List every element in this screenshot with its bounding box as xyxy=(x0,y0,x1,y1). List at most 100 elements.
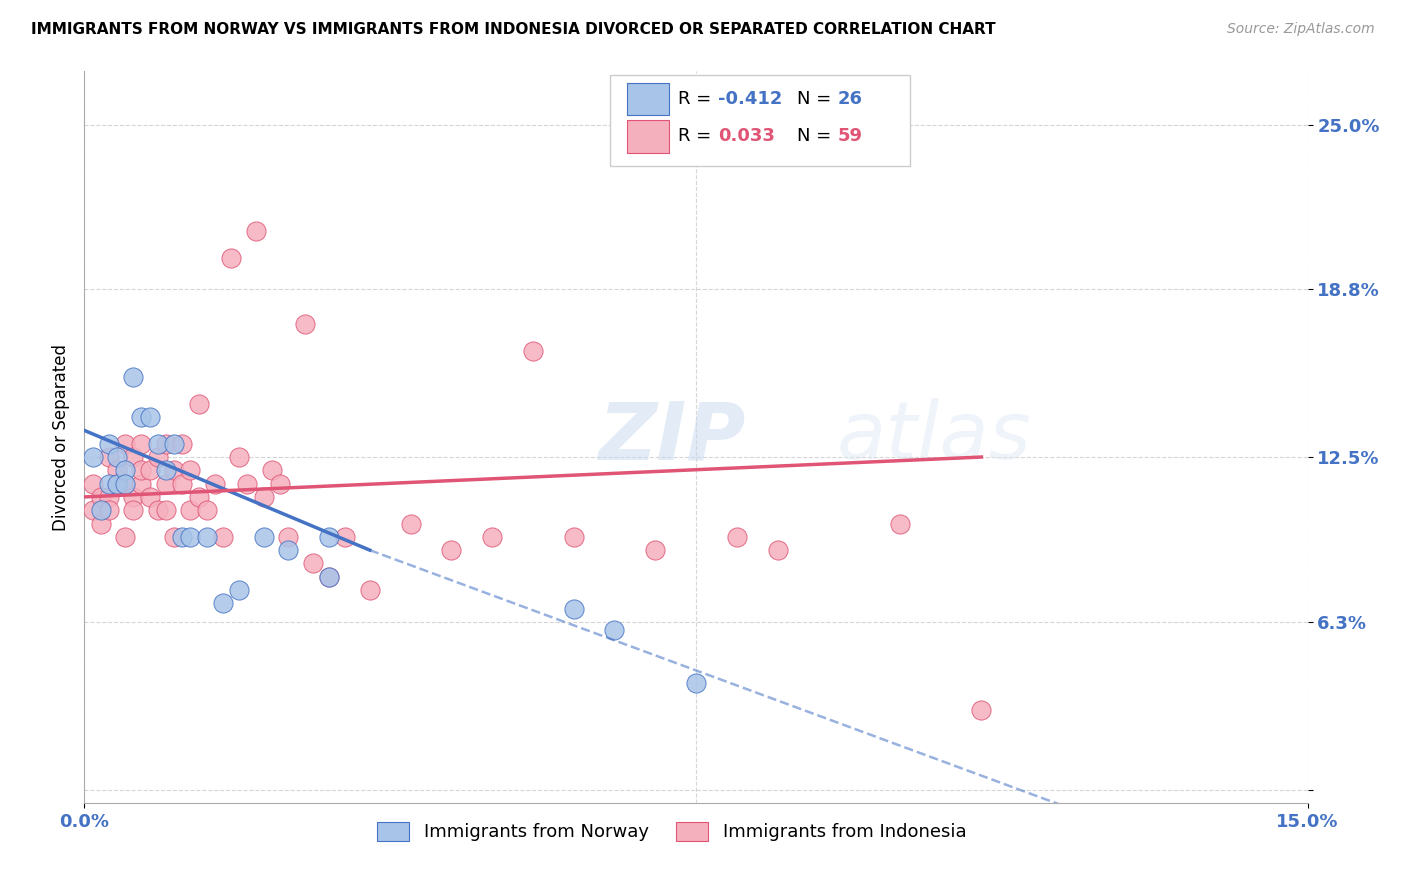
Point xyxy=(277,543,299,558)
Text: Source: ZipAtlas.com: Source: ZipAtlas.com xyxy=(1227,22,1375,37)
Point xyxy=(131,476,153,491)
Point xyxy=(245,224,267,238)
Point xyxy=(399,516,422,531)
Point xyxy=(90,503,112,517)
Point xyxy=(970,703,993,717)
Point xyxy=(562,530,585,544)
Point xyxy=(155,436,177,450)
Point xyxy=(90,490,112,504)
Text: IMMIGRANTS FROM NORWAY VS IMMIGRANTS FROM INDONESIA DIVORCED OR SEPARATED CORREL: IMMIGRANTS FROM NORWAY VS IMMIGRANTS FRO… xyxy=(31,22,995,37)
Point xyxy=(105,476,128,491)
Point xyxy=(138,410,160,425)
Point xyxy=(228,450,250,464)
Text: atlas: atlas xyxy=(837,398,1032,476)
Y-axis label: Divorced or Separated: Divorced or Separated xyxy=(52,343,70,531)
Point xyxy=(301,557,323,571)
Point xyxy=(122,490,145,504)
Point xyxy=(138,490,160,504)
Point xyxy=(195,530,218,544)
Point xyxy=(260,463,283,477)
Point xyxy=(90,516,112,531)
Point xyxy=(97,450,120,464)
Point xyxy=(146,436,169,450)
Point xyxy=(114,463,136,477)
Point xyxy=(277,530,299,544)
Point xyxy=(725,530,748,544)
Point xyxy=(522,343,544,358)
Point xyxy=(236,476,259,491)
Point xyxy=(603,623,626,637)
Point xyxy=(318,570,340,584)
Point xyxy=(97,490,120,504)
Point xyxy=(335,530,357,544)
Text: R =: R = xyxy=(678,128,717,145)
Point xyxy=(131,436,153,450)
Point xyxy=(146,503,169,517)
Point xyxy=(440,543,463,558)
Point xyxy=(253,490,276,504)
Point xyxy=(212,596,235,610)
Text: N =: N = xyxy=(797,128,838,145)
Point xyxy=(359,582,381,597)
Point xyxy=(122,503,145,517)
Point xyxy=(163,530,186,544)
Point xyxy=(131,410,153,425)
Point xyxy=(155,503,177,517)
Point xyxy=(131,463,153,477)
Point xyxy=(179,503,201,517)
Point xyxy=(105,476,128,491)
Point xyxy=(294,317,316,331)
Point xyxy=(82,450,104,464)
FancyBboxPatch shape xyxy=(627,120,669,153)
Text: -0.412: -0.412 xyxy=(718,90,782,108)
Point xyxy=(172,476,194,491)
Point xyxy=(155,476,177,491)
Point xyxy=(114,476,136,491)
Point xyxy=(179,463,201,477)
Point xyxy=(179,530,201,544)
Point xyxy=(318,570,340,584)
FancyBboxPatch shape xyxy=(627,83,669,115)
Legend: Immigrants from Norway, Immigrants from Indonesia: Immigrants from Norway, Immigrants from … xyxy=(370,814,973,848)
Point xyxy=(138,463,160,477)
Point xyxy=(187,397,209,411)
Text: 59: 59 xyxy=(838,128,863,145)
Point xyxy=(219,251,242,265)
Point xyxy=(114,476,136,491)
Text: N =: N = xyxy=(797,90,838,108)
Point xyxy=(163,436,186,450)
Point xyxy=(644,543,666,558)
Point xyxy=(269,476,291,491)
Point xyxy=(82,503,104,517)
Text: 0.033: 0.033 xyxy=(718,128,775,145)
Point xyxy=(122,450,145,464)
Point xyxy=(122,370,145,384)
Text: R =: R = xyxy=(678,90,717,108)
Point xyxy=(97,476,120,491)
Point xyxy=(562,601,585,615)
Point xyxy=(155,463,177,477)
Point xyxy=(97,436,120,450)
Point xyxy=(228,582,250,597)
Point xyxy=(105,463,128,477)
Text: 26: 26 xyxy=(838,90,863,108)
Point xyxy=(685,676,707,690)
Point xyxy=(82,476,104,491)
Point xyxy=(172,530,194,544)
Point xyxy=(212,530,235,544)
Point xyxy=(889,516,911,531)
Point xyxy=(114,436,136,450)
Point xyxy=(114,530,136,544)
Point xyxy=(97,503,120,517)
Point xyxy=(253,530,276,544)
Point xyxy=(766,543,789,558)
Point xyxy=(195,503,218,517)
Point xyxy=(204,476,226,491)
Point xyxy=(481,530,503,544)
Point xyxy=(318,530,340,544)
Point xyxy=(187,490,209,504)
Point xyxy=(172,436,194,450)
Point xyxy=(105,450,128,464)
Point xyxy=(146,450,169,464)
Point xyxy=(163,463,186,477)
